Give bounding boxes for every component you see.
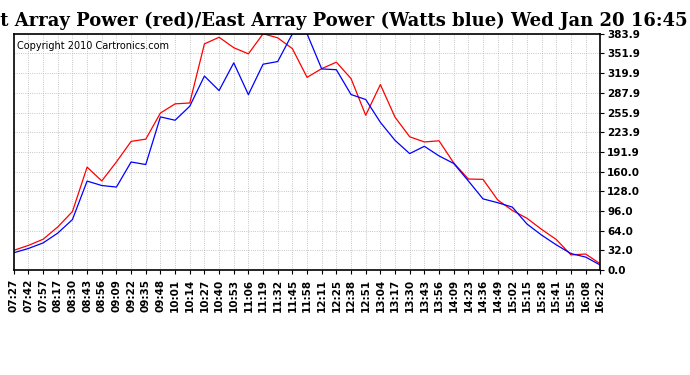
Text: Copyright 2010 Cartronics.com: Copyright 2010 Cartronics.com: [17, 41, 169, 51]
Text: West Array Power (red)/East Array Power (Watts blue) Wed Jan 20 16:45: West Array Power (red)/East Array Power …: [0, 11, 688, 30]
